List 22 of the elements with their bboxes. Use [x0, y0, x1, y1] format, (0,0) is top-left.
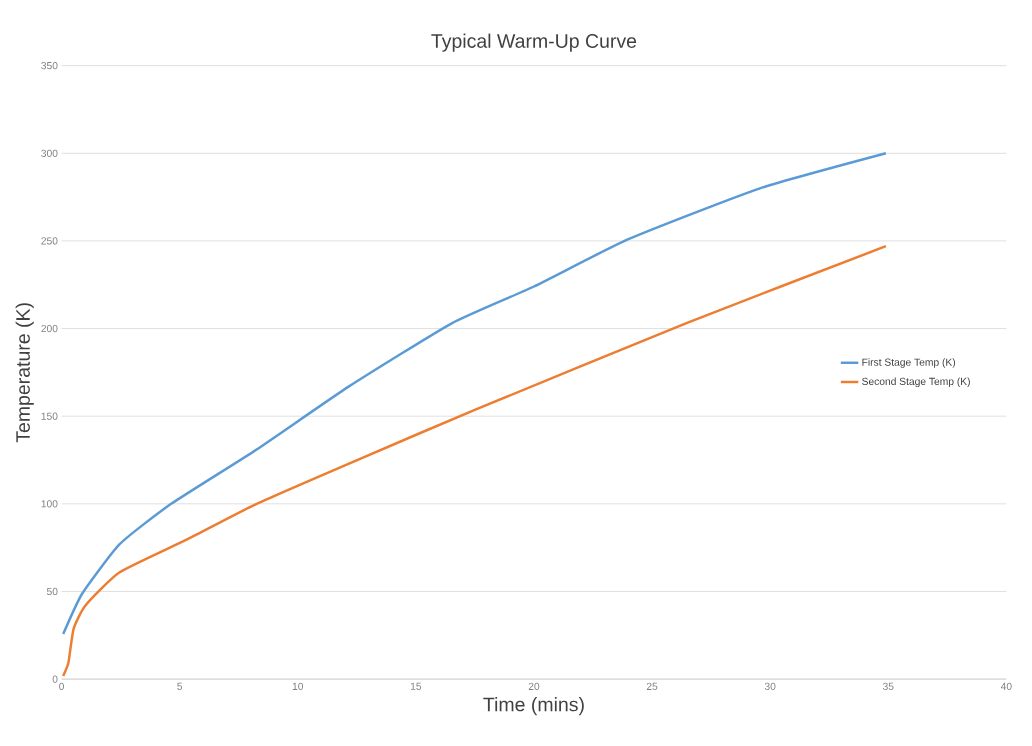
y-tick-label: 150: [41, 412, 58, 420]
x-tick-label: 30: [764, 682, 776, 691]
x-tick-label: 40: [1000, 682, 1012, 691]
y-tick-label: 50: [46, 587, 58, 596]
x-axis-title: Time (mins): [483, 697, 584, 716]
y-tick-label: 100: [41, 500, 58, 508]
x-tick-label: 20: [528, 682, 540, 691]
y-tick-label: 200: [41, 325, 58, 333]
y-tick-label: 300: [41, 149, 58, 158]
x-tick-label: 0: [59, 682, 65, 691]
y-tick-label: 250: [41, 237, 58, 245]
chart-title: Typical Warm-Up Curve: [431, 33, 637, 52]
x-tick-label: 5: [177, 682, 183, 690]
y-axis-title: Temperature (K): [15, 303, 34, 443]
legend-label: First Stage Temp (K): [862, 358, 956, 368]
y-tick-label: 350: [41, 62, 58, 70]
x-tick-label: 25: [646, 682, 658, 691]
x-tick-label: 35: [882, 682, 894, 691]
legend-label: Second Stage Temp (K): [862, 377, 970, 388]
x-tick-label: 10: [292, 682, 304, 691]
y-tick-label: 0: [52, 675, 58, 683]
x-tick-label: 15: [410, 682, 422, 690]
